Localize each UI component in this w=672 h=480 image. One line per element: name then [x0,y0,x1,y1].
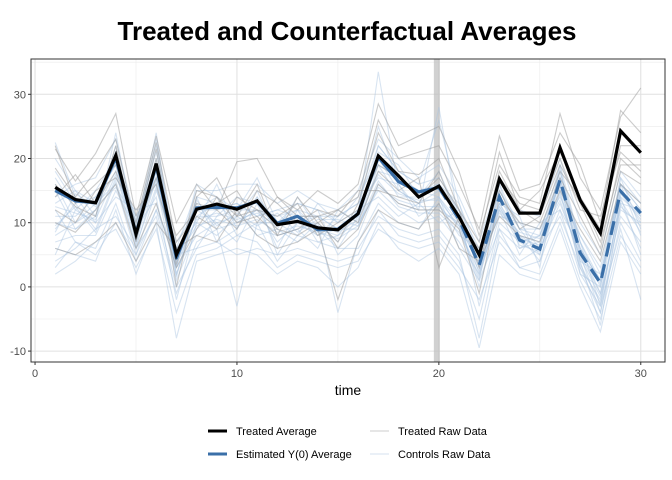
legend: Treated Average Estimated Y(0) Average T… [208,426,491,461]
x-tick-label: 10 [231,368,243,380]
controls-raw-line [54,157,642,275]
controls-raw-line [55,208,642,349]
average-lines [54,127,642,288]
legend-label-treated-raw: Treated Raw Data [398,426,488,438]
minor-gridlines [31,59,665,362]
x-tick-label: 30 [635,368,647,380]
y-tick-label: 30 [14,89,26,101]
controls-raw-line [54,182,642,313]
controls-raw-line [54,183,642,315]
treated-raw-line [54,157,642,257]
x-tick-label: 20 [433,368,445,380]
treated-raw-line [54,87,642,238]
x-tick-label: 0 [32,368,38,380]
controls-raw-line [54,179,642,305]
y-tick-label: 10 [14,218,26,230]
x-axis-title: time [335,382,362,398]
x-axis: 0 10 20 30 [32,362,647,380]
controls-raw-line [55,163,641,302]
controls-raw-line [54,214,642,339]
legend-label-estimated-y0: Estimated Y(0) Average [236,449,352,461]
y-tick-label: 20 [14,154,26,166]
y-tick-label: -10 [10,346,26,358]
treated-average-line [54,127,642,260]
plot-panel [30,58,666,363]
controls-raw-line [54,208,642,322]
treated-raw-line [54,145,641,270]
panel-background [31,59,665,362]
y-axis: -10 0 10 20 30 [10,89,31,358]
panel-border [30,58,666,363]
legend-label-controls-raw: Controls Raw Data [398,449,491,461]
controls-raw-line [54,176,642,283]
chart-title: Treated and Counterfactual Averages [118,16,577,46]
estimated-y0-line-post [437,173,642,288]
treatment-time-band [433,59,440,362]
treated-raw-line [54,170,642,296]
controls-raw-line [54,221,642,321]
legend-label-treated-average: Treated Average [236,426,317,438]
y-tick-label: 0 [20,282,26,294]
